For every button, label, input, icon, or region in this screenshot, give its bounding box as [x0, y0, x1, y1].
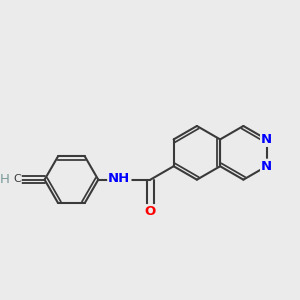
Text: N: N [261, 160, 272, 173]
Text: NH: NH [108, 172, 130, 185]
Text: H: H [0, 173, 9, 186]
Text: O: O [145, 205, 156, 218]
Text: N: N [261, 133, 272, 146]
Text: C: C [14, 174, 22, 184]
